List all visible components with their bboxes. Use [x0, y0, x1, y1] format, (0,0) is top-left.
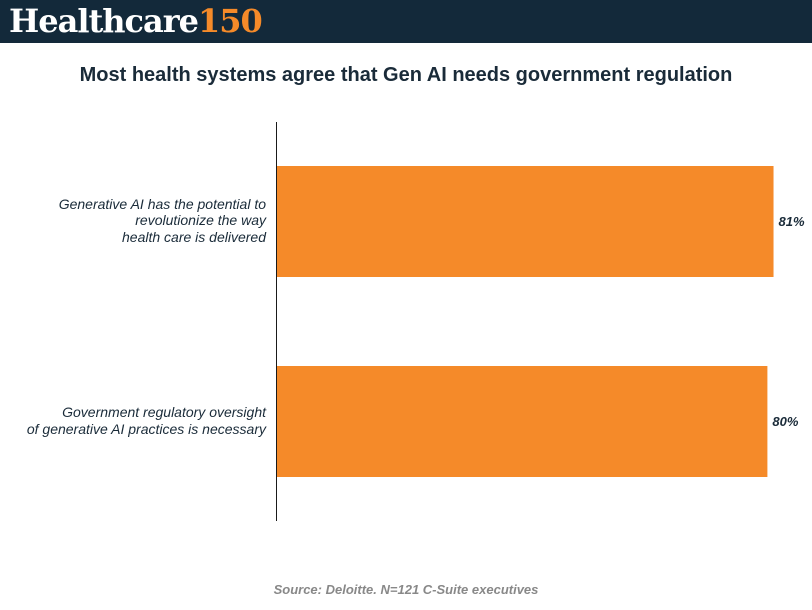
category-label-line: Government regulatory oversight	[62, 404, 266, 420]
bar-1	[277, 166, 774, 277]
source-note: Source: Deloitte. N=121 C-Suite executiv…	[273, 582, 539, 597]
category-label-2: Government regulatory oversight of genera…	[0, 404, 266, 437]
value-label-2: 80%	[772, 413, 799, 429]
category-label-line: of generative AI practices is necessary	[26, 420, 266, 437]
value-label-1: 81%	[778, 213, 805, 229]
logo-number: 150	[197, 2, 263, 40]
chart-title: Most health systems agree that Gen AI ne…	[79, 64, 733, 86]
bar-2	[277, 366, 768, 477]
category-label-line: revolutionize the way	[135, 212, 266, 229]
healthcare150-logo: Healthcare150	[9, 1, 263, 41]
category-label-line: Generative AI has the potential to	[58, 195, 266, 212]
category-label-line: health care is delivered	[122, 228, 266, 245]
logo-word: Healthcare	[9, 2, 199, 40]
header-bar: Healthcare150	[0, 0, 812, 43]
category-label-1: Generative AI has the potential to revolu…	[0, 196, 266, 246]
